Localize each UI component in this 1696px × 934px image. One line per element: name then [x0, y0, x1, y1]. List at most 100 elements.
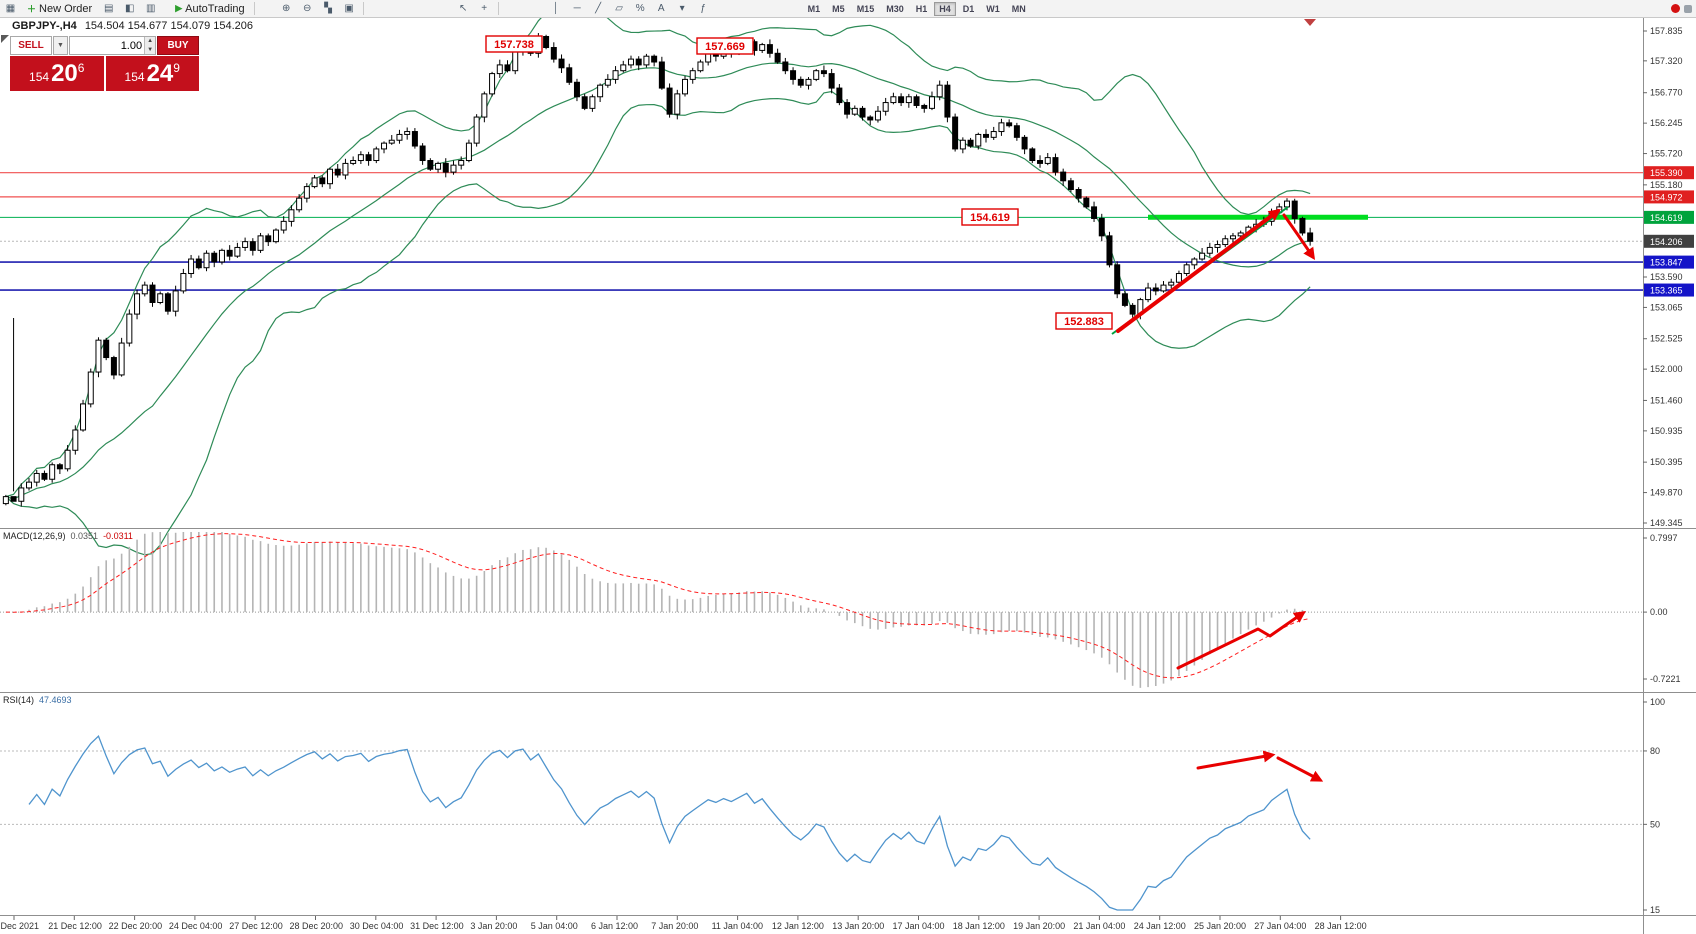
trendline-tool-icon[interactable]: ╱ — [595, 3, 602, 14]
timeframe-button-m15[interactable]: M15 — [856, 3, 875, 14]
chart-canvas[interactable]: 0.7997 0.00 -0.7221 100 80 50 15 157.835 157.3… — [0, 17, 1696, 934]
svg-text:152.525: 152.525 — [1650, 334, 1683, 344]
svg-text:3 Jan 20:00: 3 Jan 20:00 — [470, 921, 517, 931]
svg-text:155.390: 155.390 — [1650, 168, 1683, 178]
zoom-out-icon[interactable]: ⊖ — [302, 3, 312, 14]
svg-text:157.320: 157.320 — [1650, 56, 1683, 66]
drawn-annotations[interactable]: 157.738 157.669 154.619 152.883 — [485, 35, 1324, 782]
svg-text:28 Jan 12:00: 28 Jan 12:00 — [1315, 921, 1367, 931]
svg-text:22 Dec 20:00: 22 Dec 20:00 — [109, 921, 163, 931]
svg-text:0.00: 0.00 — [1650, 607, 1668, 617]
svg-text:15: 15 — [1650, 905, 1660, 915]
sell-price-integer: 154 — [29, 70, 50, 84]
autotrading-button[interactable]: ▶ AutoTrading — [169, 1, 250, 16]
macd-label: MACD(12,26,9) 0.0351 -0.0311 — [3, 531, 133, 541]
svg-text:150.935: 150.935 — [1650, 426, 1683, 436]
svg-text:156.245: 156.245 — [1650, 118, 1683, 128]
svg-text:157.669: 157.669 — [705, 41, 745, 53]
sell-price-pips: 20 — [51, 60, 78, 87]
lot-stepper[interactable]: ▲ ▼ — [144, 37, 155, 54]
buy-button[interactable]: BUY — [157, 36, 199, 55]
new-order-button[interactable]: ＋ New Order — [21, 1, 98, 16]
timeframe-button-h4[interactable]: H4 — [934, 1, 956, 16]
lot-down-icon[interactable]: ▼ — [145, 45, 155, 54]
svg-text:21 Dec 12:00: 21 Dec 12:00 — [48, 921, 102, 931]
timeframe-button-m5[interactable]: M5 — [832, 3, 845, 14]
crosshair-tool-icon[interactable]: + — [481, 3, 488, 14]
fibonacci-tool-icon[interactable]: % — [635, 3, 645, 14]
new-chart-icon[interactable]: ▣ — [344, 3, 354, 14]
navigator-icon[interactable]: ◧ — [124, 3, 135, 14]
timeframe-button-d1[interactable]: D1 — [962, 3, 975, 14]
svg-text:50: 50 — [1650, 819, 1660, 829]
toolbar-separator — [253, 2, 255, 15]
svg-text:154.619: 154.619 — [970, 212, 1010, 224]
buy-price-integer: 154 — [124, 70, 145, 84]
arrows-tool-icon[interactable]: ▾ — [679, 3, 685, 14]
timeframe-button-h1[interactable]: H1 — [915, 3, 928, 14]
terminal-icon[interactable]: ▥ — [145, 3, 156, 14]
text-tool-icon[interactable]: A — [657, 3, 665, 14]
horizontal-line-tool-icon[interactable]: ─ — [573, 3, 581, 14]
timeframe-button-w1[interactable]: W1 — [986, 3, 1000, 14]
svg-text:27 Jan 04:00: 27 Jan 04:00 — [1254, 921, 1306, 931]
buy-price-box[interactable]: 154 24 9 — [105, 56, 199, 91]
record-icon[interactable] — [1671, 4, 1680, 13]
new-order-icon: ＋ — [27, 4, 37, 14]
charts-grid-icon[interactable]: ▤ — [103, 3, 114, 14]
svg-text:155.720: 155.720 — [1650, 149, 1683, 159]
svg-text:150.395: 150.395 — [1650, 457, 1683, 467]
timeframe-group: M1 M5 M15 M30 H1 H4 D1 W1 MN — [802, 1, 1032, 16]
svg-text:153.590: 153.590 — [1650, 272, 1683, 282]
tile-windows-icon[interactable]: ▚ — [324, 3, 332, 14]
zoom-in-icon[interactable]: ⊕ — [281, 3, 291, 14]
vertical-line-tool-icon[interactable]: │ — [553, 3, 560, 14]
svg-text:149.870: 149.870 — [1650, 488, 1683, 498]
pane-separators — [0, 17, 1696, 934]
svg-text:100: 100 — [1650, 697, 1665, 707]
macd-name: MACD(12,26,9) — [3, 531, 66, 541]
rsi-indicator: 100 80 50 15 — [0, 697, 1665, 915]
timeframe-button-mn[interactable]: MN — [1011, 3, 1026, 14]
autotrading-label: AutoTrading — [185, 2, 245, 15]
ohlc-values: 154.504 154.677 154.079 154.206 — [84, 20, 254, 32]
horizontal-lines[interactable] — [0, 172, 1643, 291]
toolbar-separator — [497, 2, 499, 15]
svg-text:13 Jan 20:00: 13 Jan 20:00 — [832, 921, 884, 931]
sell-price-box[interactable]: 154 20 6 — [10, 56, 104, 91]
lot-input[interactable] — [70, 37, 145, 54]
macd-value-signal: -0.0311 — [103, 531, 133, 541]
svg-text:151.460: 151.460 — [1650, 395, 1683, 405]
sell-dropdown-icon[interactable]: ▼ — [53, 36, 68, 55]
svg-text:153.847: 153.847 — [1650, 258, 1683, 268]
svg-text:149.345: 149.345 — [1650, 518, 1683, 528]
svg-text:7 Jan 20:00: 7 Jan 20:00 — [651, 921, 698, 931]
candlestick-series[interactable] — [2, 33, 1314, 507]
svg-text:24 Dec 04:00: 24 Dec 04:00 — [169, 921, 223, 931]
svg-text:21 Jan 04:00: 21 Jan 04:00 — [1073, 921, 1125, 931]
price-axis[interactable]: 157.835 157.320 156.770 156.245 155.720 155.1… — [1643, 26, 1694, 528]
one-click-trading-panel: SELL ▼ ▲ ▼ BUY 154 20 6 154 24 9 — [1, 35, 199, 91]
svg-text:155.180: 155.180 — [1650, 180, 1683, 190]
chart-window-icon[interactable]: ▦ — [5, 3, 16, 14]
symbol-period-label: GBPJPY-,H4 — [12, 20, 77, 32]
time-axis[interactable]: 20 Dec 2021 21 Dec 12:00 22 Dec 20:00 24 De… — [0, 916, 1367, 931]
rsi-label: RSI(14) 47.4693 — [3, 695, 72, 705]
svg-text:154.972: 154.972 — [1650, 192, 1683, 202]
panel-collapse-icon[interactable] — [1, 35, 9, 43]
buy-price-pips: 24 — [146, 60, 174, 87]
cursor-tool-icon[interactable]: ↖ — [458, 3, 468, 14]
sell-button[interactable]: SELL — [10, 36, 52, 55]
svg-text:157.835: 157.835 — [1650, 26, 1683, 36]
svg-text:5 Jan 04:00: 5 Jan 04:00 — [531, 921, 578, 931]
channel-tool-icon[interactable]: ▱ — [615, 3, 623, 14]
lot-up-icon[interactable]: ▲ — [145, 37, 155, 46]
svg-text:152.883: 152.883 — [1064, 316, 1104, 328]
svg-text:152.000: 152.000 — [1650, 364, 1683, 374]
timeframe-button-m30[interactable]: M30 — [886, 3, 904, 14]
svg-text:19 Jan 20:00: 19 Jan 20:00 — [1013, 921, 1065, 931]
indicators-icon[interactable]: ƒ — [700, 3, 706, 14]
svg-text:154.619: 154.619 — [1650, 213, 1683, 223]
timeframe-button-m1[interactable]: M1 — [807, 3, 821, 14]
window-menu-icon[interactable] — [1684, 4, 1692, 13]
